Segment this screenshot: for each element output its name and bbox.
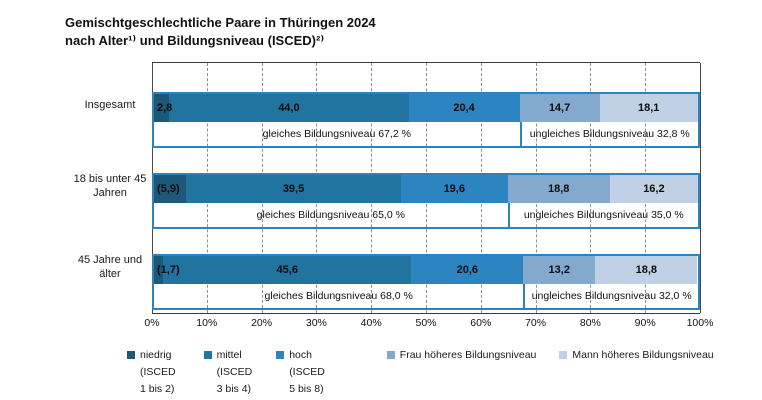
segment-value-label: 18,8 — [548, 183, 570, 195]
ungleiches-cell: ungleiches Bildungsniveau 32,0 % — [523, 284, 698, 308]
segment-value-label: 18,8 — [635, 264, 657, 276]
ungleiches-cell: ungleiches Bildungsniveau 35,0 % — [507, 203, 698, 227]
segment-value-label: 44,0 — [278, 102, 300, 114]
legend-item-mittel: mittel (ISCED 3 bis 4) — [203, 347, 253, 398]
legend-label: hoch (ISCED 5 bis 8) — [289, 349, 325, 395]
x-tick-label: 60% — [470, 317, 492, 329]
ungleiches-label: ungleiches Bildungsniveau 32,8 % — [529, 128, 690, 140]
legend-item-hoch: hoch (ISCED 5 bis 8) — [276, 347, 325, 398]
x-tick-label: 0% — [144, 317, 160, 329]
segment-mittel: 44,0 — [169, 94, 409, 122]
chart-title-line1: Gemischtgeschlechtliche Paare in Thüring… — [65, 15, 376, 30]
segment-value-label: 45,6 — [276, 264, 298, 276]
segment-frau-hoeher: 18,8 — [507, 175, 610, 203]
legend: niedrig (ISCED 1 bis 2) mittel (ISCED 3 … — [127, 347, 714, 398]
legend-label: Frau höheres Bildungsniveau — [399, 349, 537, 361]
segment-value-label: 20,4 — [453, 102, 475, 114]
gleiches-cell: gleiches Bildungsniveau 67,2 % — [154, 122, 520, 146]
segment-value-label: (1,7) — [157, 264, 180, 276]
segment-value-label: 14,7 — [548, 102, 571, 114]
segment-mann-hoeher: 18,8 — [595, 256, 698, 284]
legend-label: niedrig (ISCED 1 bis 2) — [140, 349, 176, 395]
segment-hoch: 20,6 — [411, 256, 524, 284]
chart-title: Gemischtgeschlechtliche Paare in Thüring… — [65, 14, 376, 50]
x-tick-label: 30% — [305, 317, 327, 329]
x-axis: 0% 10% 20% 30% 40% 50% 60% 70% 80% 90% 1… — [144, 317, 713, 331]
gleiches-label: gleiches Bildungsniveau 65,0 % — [256, 209, 405, 221]
stacked-bar-18-bis-45: (5,9) 39,5 19,6 18,8 16,2 — [154, 175, 698, 203]
gridline-100pct — [700, 63, 701, 313]
segment-frau-hoeher: 14,7 — [519, 94, 600, 122]
category-label-insgesamt: Insgesamt — [84, 99, 136, 111]
stacked-bar-insgesamt: 2,8 44,0 20,4 14,7 18,1 — [154, 94, 698, 122]
segment-mittel: 39,5 — [186, 175, 401, 203]
segment-hoch: 20,4 — [408, 94, 520, 122]
segment-value-label: 39,5 — [282, 183, 305, 195]
x-tick-label: 100% — [686, 317, 714, 329]
bar-group-insgesamt: 2,8 44,0 20,4 14,7 18,1 gleiches Bildung… — [152, 92, 700, 148]
x-tick-label: 80% — [579, 317, 601, 329]
plot-area: 2,8 44,0 20,4 14,7 18,1 gleiches Bildung… — [152, 62, 701, 314]
x-tick-label: 50% — [415, 317, 437, 329]
legend-swatch-hoch — [276, 351, 285, 359]
gleiches-label: gleiches Bildungsniveau 68,0 % — [264, 290, 413, 302]
legend-swatch-mann-hoeher — [559, 351, 568, 359]
segment-value-label: 13,2 — [548, 264, 570, 276]
x-tick-label: 20% — [251, 317, 273, 329]
segment-value-label: 19,6 — [443, 183, 465, 195]
legend-item-mann-hoeher: Mann höheres Bildungsniveau — [559, 347, 714, 364]
segment-value-label: 2,8 — [157, 102, 173, 114]
segment-value-label: 18,1 — [638, 102, 660, 114]
segment-value-label: 16,2 — [643, 183, 665, 195]
legend-label: Mann höheres Bildungsniveau — [572, 349, 714, 361]
legend-item-frau-hoeher: Frau höheres Bildungsniveau — [386, 347, 537, 364]
legend-label: mittel (ISCED 3 bis 4) — [216, 349, 253, 395]
segment-value-label: (5,9) — [157, 183, 180, 195]
segment-value-label: 20,6 — [456, 264, 479, 276]
segment-frau-hoeher: 13,2 — [523, 256, 596, 284]
legend-item-niedrig: niedrig (ISCED 1 bis 2) — [127, 347, 176, 398]
gleiches-cell: gleiches Bildungsniveau 68,0 % — [154, 284, 523, 308]
bar-group-45-und-aelter: (1,7) 45,6 20,6 13,2 18,8 gleiches Bildu… — [152, 254, 700, 310]
segment-mittel: 45,6 — [163, 256, 412, 284]
legend-swatch-niedrig — [127, 351, 135, 359]
gleiches-label: gleiches Bildungsniveau 67,2 % — [262, 128, 411, 140]
segment-niedrig: (1,7) — [154, 256, 180, 284]
ungleiches-label: ungleiches Bildungsniveau 32,0 % — [531, 290, 692, 302]
x-tick-label: 40% — [360, 317, 382, 329]
segment-niedrig: 2,8 — [154, 94, 173, 122]
gleiches-cell: gleiches Bildungsniveau 65,0 % — [154, 203, 508, 227]
x-tick-label: 90% — [634, 317, 656, 329]
x-tick-label: 70% — [525, 317, 547, 329]
category-label-18-bis-45: 18 bis unter 45 Jahren — [73, 173, 147, 199]
bildungsniveau-strip: gleiches Bildungsniveau 68,0 % ungleiche… — [154, 284, 698, 308]
segment-niedrig: (5,9) — [154, 175, 187, 203]
legend-swatch-frau-hoeher — [386, 351, 395, 359]
ungleiches-label: ungleiches Bildungsniveau 35,0 % — [523, 209, 684, 221]
chart-title-line2: nach Alter¹⁾ und Bildungsniveau (ISCED)²… — [65, 33, 325, 48]
ungleiches-cell: ungleiches Bildungsniveau 32,8 % — [519, 122, 698, 146]
legend-swatch-mittel — [203, 351, 212, 359]
segment-mann-hoeher: 18,1 — [599, 94, 698, 122]
stacked-bar-45-und-aelter: (1,7) 45,6 20,6 13,2 18,8 — [154, 256, 698, 284]
segment-mann-hoeher: 16,2 — [609, 175, 698, 203]
bar-group-18-bis-45: (5,9) 39,5 19,6 18,8 16,2 gleiches Bildu… — [152, 173, 700, 229]
category-label-45-und-aelter: 45 Jahre und älter — [77, 254, 143, 280]
bildungsniveau-strip: gleiches Bildungsniveau 65,0 % ungleiche… — [154, 203, 698, 227]
x-tick-label: 10% — [196, 317, 218, 329]
bildungsniveau-strip: gleiches Bildungsniveau 67,2 % ungleiche… — [154, 122, 698, 146]
segment-hoch: 19,6 — [400, 175, 508, 203]
